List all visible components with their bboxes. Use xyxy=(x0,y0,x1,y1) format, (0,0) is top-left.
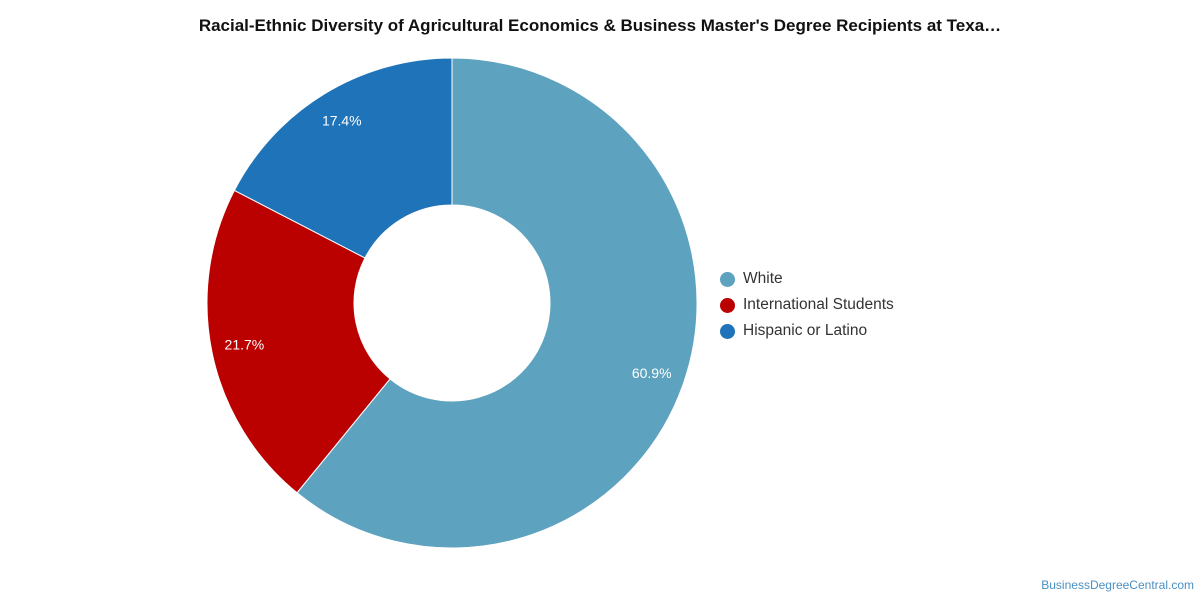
data-label-hispanic-or-latino: 17.4% xyxy=(322,113,362,129)
legend-item-white[interactable]: White xyxy=(720,266,894,292)
chart-legend: White International Students Hispanic or… xyxy=(720,266,894,344)
legend-swatch-white xyxy=(720,271,735,287)
legend-swatch-international-students xyxy=(720,297,735,313)
slice-hispanic-or-latino[interactable] xyxy=(233,57,453,259)
legend-item-hispanic-or-latino[interactable]: Hispanic or Latino xyxy=(720,318,894,344)
watermark[interactable]: BusinessDegreeCentral.com xyxy=(1041,578,1194,592)
legend-item-international-students[interactable]: International Students xyxy=(720,292,894,318)
slice-international-students[interactable] xyxy=(206,189,391,494)
legend-label-white: White xyxy=(743,270,783,287)
data-label-white: 60.9% xyxy=(632,365,672,381)
legend-swatch-hispanic-or-latino xyxy=(720,323,735,339)
legend-label-hispanic-or-latino: Hispanic or Latino xyxy=(743,322,868,339)
slice-white[interactable] xyxy=(296,57,698,549)
legend-label-international-students: International Students xyxy=(743,296,894,313)
chart-title: Racial-Ethnic Diversity of Agricultural … xyxy=(198,16,1002,35)
data-label-international-students: 21.7% xyxy=(225,337,265,353)
